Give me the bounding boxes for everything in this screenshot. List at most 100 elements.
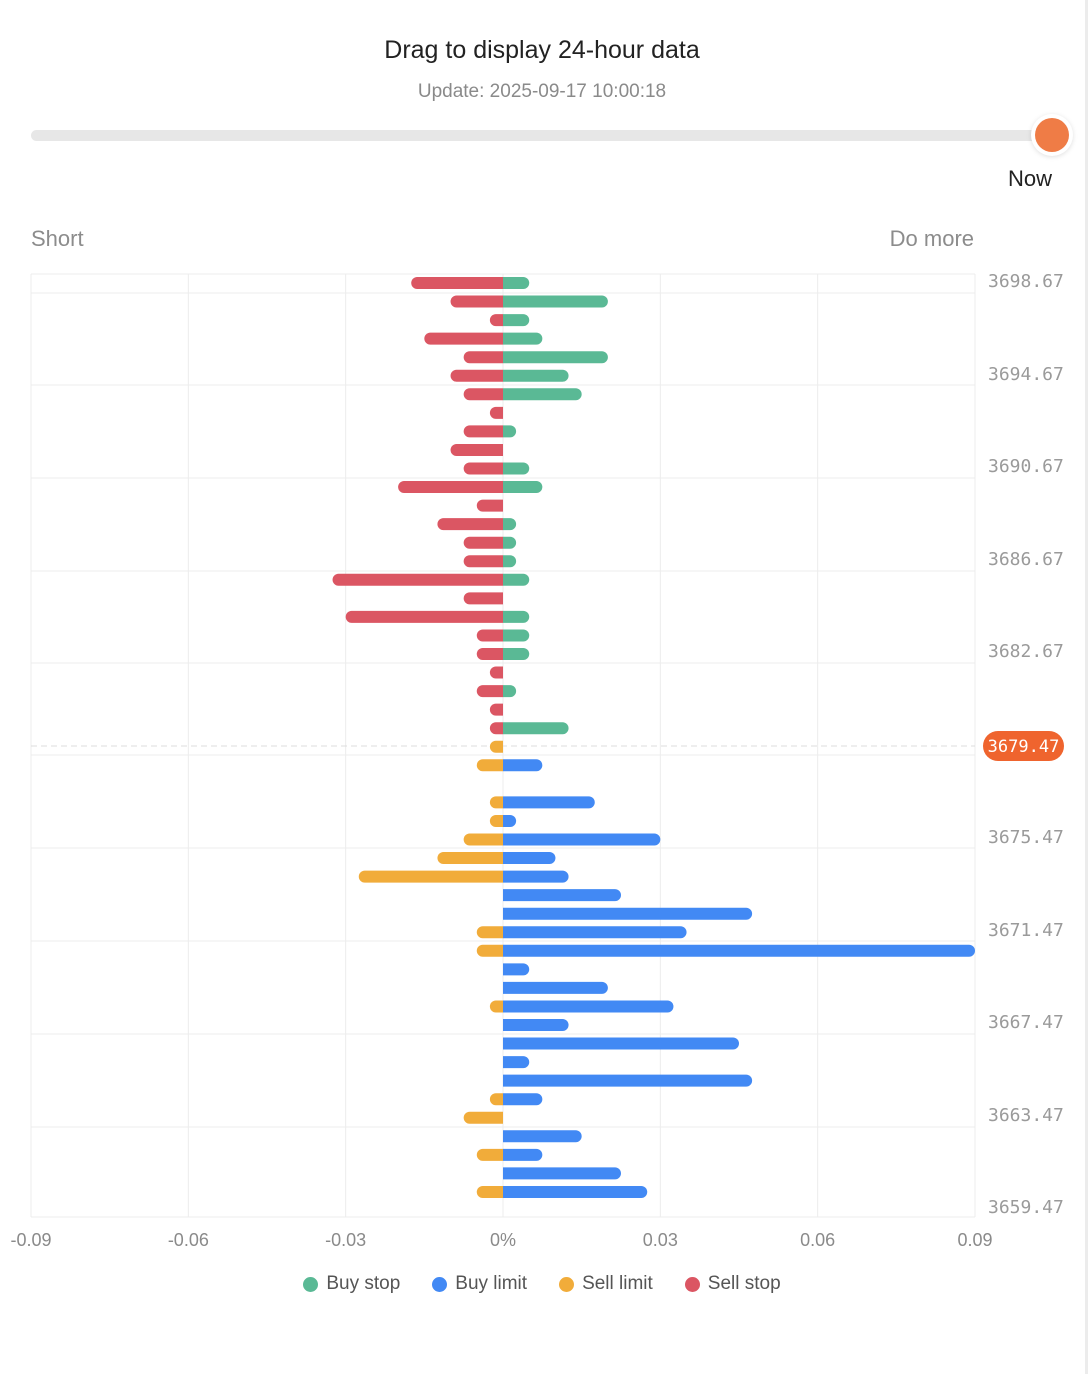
sell-stop-bar [489,703,503,716]
sell-stop-bar [437,518,503,531]
y-tick-label: 3667.47 [988,1012,1064,1033]
legend-dot-buy-stop [303,1276,319,1292]
long-side-label: Do more [889,226,974,251]
sell-stop-bar [424,332,503,345]
buy-limit-bar [503,1000,674,1013]
time-slider-track[interactable] [31,130,1053,141]
buy-stop-bar [503,388,582,401]
buy-stop-bar [503,536,517,549]
buy-limit-bar [503,963,530,976]
window-edge [1085,0,1088,1374]
sell-stop-bar [476,629,503,642]
chart-legend: Buy stop Buy limit Sell limit Sell stop [0,1273,1084,1295]
sell-limit-bar [476,1185,503,1198]
legend-label-sell-stop: Sell stop [707,1273,781,1294]
sell-limit-bar [489,796,503,809]
update-timestamp: Update: 2025-09-17 10:00:18 [417,81,667,102]
sell-limit-bar [476,759,503,772]
sell-limit-bar [476,926,503,939]
sell-stop-bar [450,369,503,382]
legend-item-sell-limit[interactable]: Sell limit [559,1273,653,1295]
legend-label-buy-stop: Buy stop [326,1273,401,1294]
sell-stop-bar [450,295,503,308]
y-tick-label: 3690.67 [988,456,1064,477]
sell-stop-bar [489,722,503,735]
sell-stop-bar [476,685,503,698]
buy-limit-bar [503,1074,753,1087]
buy-stop-bar [503,555,517,568]
y-tick-label: 3694.67 [988,364,1064,385]
buy-limit-bar [503,889,621,902]
sell-limit-bar [463,833,503,846]
legend-label-buy-limit: Buy limit [455,1273,528,1294]
buy-stop-bar [503,295,608,308]
current-price-badge [983,731,1064,761]
buy-limit-bar [503,796,595,809]
buy-limit-bar [503,1056,530,1069]
short-side-label: Short [31,226,84,251]
y-tick-label: 3659.47 [988,1197,1064,1218]
buy-limit-bar [503,1167,621,1180]
legend-label-sell-limit: Sell limit [582,1273,653,1294]
y-tick-label: 3671.47 [988,920,1064,941]
legend-item-buy-limit[interactable]: Buy limit [432,1273,527,1295]
x-tick-label: 0.09 [957,1230,992,1250]
legend-dot-buy-limit [432,1276,448,1292]
y-tick-label: 3663.47 [988,1105,1064,1126]
buy-limit-bar [503,1019,569,1031]
sell-limit-bar [463,1111,503,1124]
buy-stop-bar [503,332,543,345]
buy-limit-bar [503,833,661,846]
buy-limit-bar [503,870,569,883]
sell-limit-bar [437,852,503,865]
x-tick-label: -0.03 [325,1230,366,1250]
x-tick-label: -0.06 [168,1230,209,1250]
sell-limit-bar [476,944,503,957]
buy-limit-bar [503,759,543,772]
buy-stop-bar [503,277,530,289]
sell-stop-bar [450,443,503,456]
x-tick-label: 0.06 [800,1230,835,1250]
x-tick-label: 0.03 [643,1230,678,1250]
buy-limit-bar [503,1130,582,1143]
buy-stop-bar [503,314,530,327]
y-tick-label: 3686.67 [988,549,1064,570]
sell-stop-bar [463,462,503,475]
buy-stop-bar [503,369,569,382]
buy-stop-bar [503,351,608,364]
x-tick-label: -0.09 [10,1230,51,1250]
buy-stop-bar [503,629,530,642]
buy-limit-bar [503,814,517,827]
sell-stop-bar [463,425,503,438]
buy-stop-bar [503,518,517,531]
sell-limit-bar [489,814,503,827]
order-book-chart: 3698.67 3694.67 3690.67 3686.67 3682.67 3675.… [10,271,1064,1250]
sell-limit-bar [476,1148,503,1161]
sell-limit-bar [489,1000,503,1013]
y-tick-label: 3682.67 [988,641,1064,662]
sell-stop-bar [489,314,503,327]
buy-limit-bar [503,926,687,939]
sell-stop-bar [345,610,503,623]
buy-limit-bar [503,1093,543,1106]
sell-stop-bar [332,573,503,586]
sell-stop-bar [489,666,503,679]
buy-limit-bar [503,1148,543,1161]
sell-limit-bar [489,740,503,753]
sell-stop-bar [463,388,503,401]
sell-stop-bar [463,351,503,364]
time-slider-handle[interactable] [1035,118,1069,152]
buy-stop-bar [503,462,530,475]
sell-stop-bar [398,481,503,494]
buy-limit-bar [503,1185,648,1198]
buy-stop-bar [503,610,530,623]
legend-dot-sell-limit [559,1276,575,1292]
legend-dot-sell-stop [684,1276,700,1292]
sell-stop-bar [463,555,503,568]
sell-stop-bar [463,536,503,549]
y-tick-label: 3675.47 [988,827,1064,848]
legend-item-buy-stop[interactable]: Buy stop [303,1273,400,1295]
legend-item-sell-stop[interactable]: Sell stop [684,1273,781,1295]
sell-stop-bar [489,406,503,419]
buy-stop-bar [503,722,569,735]
